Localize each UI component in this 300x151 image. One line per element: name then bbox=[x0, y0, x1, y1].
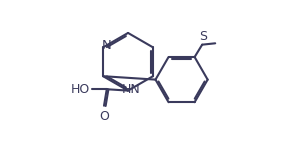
Text: N: N bbox=[102, 39, 111, 52]
Text: O: O bbox=[99, 110, 109, 123]
Text: S: S bbox=[199, 30, 207, 43]
Text: HO: HO bbox=[71, 83, 90, 96]
Text: HN: HN bbox=[121, 83, 140, 96]
